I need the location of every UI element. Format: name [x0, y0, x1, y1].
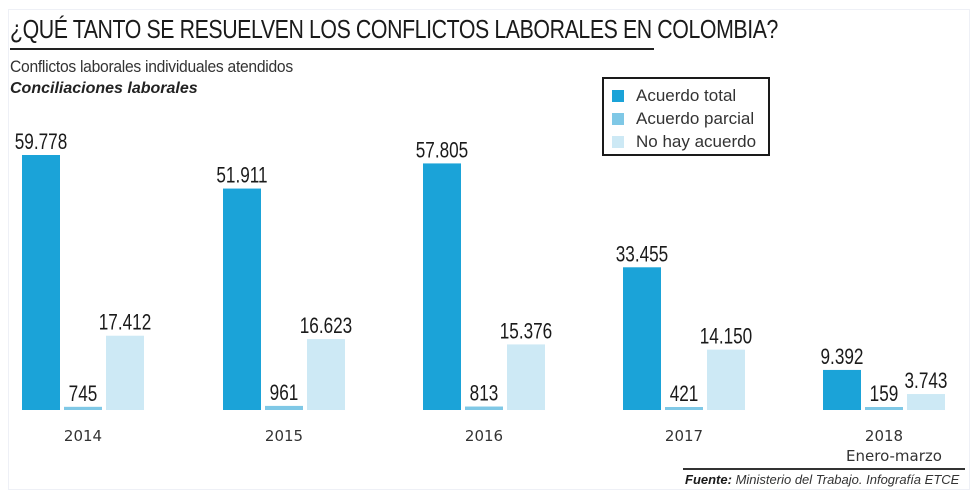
legend-item-no-hay-acuerdo: No hay acuerdo	[612, 130, 768, 153]
chart-title: ¿QUÉ TANTO SE RESUELVEN LOS CONFLICTOS L…	[10, 14, 778, 44]
source-text: Ministerio del Trabajo. Infografía ETCE	[735, 472, 960, 487]
data-label: 961	[270, 381, 299, 406]
chart-subtitle: Conflictos laborales individuales atendi…	[10, 57, 293, 76]
x-tick-label: 2014	[64, 427, 102, 445]
data-label: 59.778	[15, 130, 67, 155]
bar-no-hay-acuerdo-2014	[106, 335, 144, 410]
data-label: 15.376	[500, 319, 552, 344]
data-label: 813	[470, 382, 499, 407]
bar-acuerdo-total-2014	[22, 155, 60, 410]
bar-acuerdo-total-2018	[823, 369, 861, 410]
bar-acuerdo-total-2015	[223, 188, 261, 410]
bar-no-hay-acuerdo-2018	[907, 394, 945, 410]
bar-group-2014: 59.778 745 17.412 2014	[15, 130, 151, 445]
data-label: 17.412	[99, 311, 151, 336]
source-divider	[683, 468, 965, 470]
legend-item-acuerdo-parcial: Acuerdo parcial	[612, 107, 768, 130]
chart-frame	[8, 9, 970, 490]
data-label: 159	[870, 382, 899, 407]
bar-no-hay-acuerdo-2017	[707, 349, 745, 410]
bar-acuerdo-parcial-2014	[64, 406, 102, 410]
legend-item-acuerdo-total: Acuerdo total	[612, 84, 768, 107]
data-label: 14.150	[700, 325, 752, 350]
bar-acuerdo-total-2017	[623, 267, 661, 410]
data-label: 745	[69, 382, 98, 407]
x-tick-sublabel: Enero-marzo	[846, 447, 942, 465]
chart-subtitle-secondary: Conciliaciones laborales	[10, 80, 198, 97]
data-label: 57.805	[416, 138, 468, 163]
data-label: 51.911	[216, 164, 267, 189]
x-tick-label: 2015	[265, 427, 303, 445]
legend-swatch-acuerdo-total	[612, 89, 624, 102]
bar-no-hay-acuerdo-2015	[307, 339, 345, 410]
bar-acuerdo-parcial-2018	[865, 407, 903, 410]
bar-acuerdo-total-2016	[423, 163, 461, 410]
legend: Acuerdo total Acuerdo parcial No hay acu…	[602, 77, 770, 156]
legend-swatch-acuerdo-parcial	[612, 112, 624, 125]
bar-no-hay-acuerdo-2016	[507, 344, 545, 410]
data-label: 33.455	[616, 242, 668, 267]
data-label: 3.743	[905, 369, 948, 394]
x-tick-label: 2017	[665, 427, 703, 445]
legend-label: Acuerdo total	[636, 85, 737, 105]
bar-acuerdo-parcial-2017	[665, 407, 703, 410]
bar-acuerdo-parcial-2015	[265, 405, 303, 410]
legend-label: No hay acuerdo	[636, 131, 757, 151]
data-label: 9.392	[821, 345, 864, 370]
data-label: 16.623	[300, 314, 352, 339]
source-note: Fuente: Ministerio del Trabajo. Infograf…	[685, 472, 959, 487]
source-label: Fuente:	[685, 472, 732, 487]
x-tick-label: 2016	[465, 427, 503, 445]
x-tick-label: 2018	[865, 427, 903, 445]
bar-group-2015: 51.911 961 16.623 2015	[216, 164, 352, 445]
legend-swatch-no-hay-acuerdo	[612, 135, 624, 148]
bar-acuerdo-parcial-2016	[465, 406, 503, 410]
bar-group-2016: 57.805 813 15.376 2016	[416, 138, 552, 445]
title-underline	[10, 48, 654, 50]
bar-group-2017: 33.455 421 14.150 2017	[616, 242, 752, 445]
data-label: 421	[670, 382, 699, 407]
legend-label: Acuerdo parcial	[636, 108, 755, 128]
